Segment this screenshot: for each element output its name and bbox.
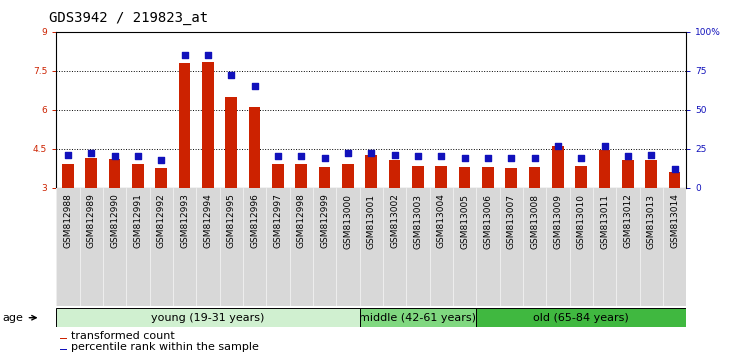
Text: percentile rank within the sample: percentile rank within the sample (70, 342, 259, 352)
Point (388, 152, 400, 158)
Text: GSM813008: GSM813008 (530, 194, 539, 249)
Point (506, 155, 518, 161)
Point (622, 154, 634, 159)
Text: GSM813000: GSM813000 (344, 194, 352, 249)
Bar (365, 155, 377, 188)
Bar (109, 159, 121, 188)
Text: GSM812991: GSM812991 (134, 194, 142, 249)
Bar (575, 166, 587, 188)
Bar (482, 167, 494, 188)
Point (178, 52, 190, 58)
Text: middle (42-61 years): middle (42-61 years) (359, 313, 476, 323)
Point (248, 84, 260, 89)
Bar (388, 160, 400, 188)
Text: GSM812992: GSM812992 (157, 194, 166, 248)
Text: GSM812995: GSM812995 (226, 194, 236, 249)
Text: age: age (3, 313, 36, 323)
Text: GSM813011: GSM813011 (600, 194, 609, 249)
Point (412, 154, 424, 159)
Point (109, 154, 121, 159)
Text: GSM813003: GSM813003 (413, 194, 422, 249)
Text: GSM813005: GSM813005 (460, 194, 469, 249)
Point (645, 152, 657, 158)
Text: GSM812994: GSM812994 (203, 194, 212, 248)
Text: GSM813009: GSM813009 (554, 194, 562, 249)
Point (225, 73, 237, 78)
Text: GSM812999: GSM812999 (320, 194, 329, 249)
Bar (412, 166, 424, 188)
Point (319, 155, 331, 161)
Bar (622, 160, 634, 188)
Text: GSM813010: GSM813010 (577, 194, 586, 249)
Bar (60, 349, 67, 350)
Point (132, 154, 144, 159)
Point (598, 143, 610, 148)
Bar (178, 63, 190, 188)
Text: old (65-84 years): old (65-84 years) (533, 313, 629, 323)
Bar (436, 166, 447, 188)
Point (86, 150, 98, 156)
Text: GSM812996: GSM812996 (250, 194, 259, 249)
Text: GSM813002: GSM813002 (390, 194, 399, 249)
Text: GSM813013: GSM813013 (646, 194, 656, 249)
Text: transformed count: transformed count (70, 331, 174, 341)
Point (529, 155, 541, 161)
Text: GSM812993: GSM812993 (180, 194, 189, 249)
Bar (529, 167, 541, 188)
Text: GSM813007: GSM813007 (507, 194, 516, 249)
Bar (226, 97, 237, 188)
Point (272, 154, 284, 159)
Bar (60, 338, 67, 339)
Point (365, 150, 377, 156)
Point (202, 52, 214, 58)
Text: GSM812990: GSM812990 (110, 194, 119, 249)
Text: GSM813004: GSM813004 (436, 194, 445, 249)
Point (458, 155, 470, 161)
Text: GSM812998: GSM812998 (297, 194, 306, 249)
Bar (552, 146, 564, 188)
Text: GSM813014: GSM813014 (670, 194, 679, 249)
Point (482, 155, 494, 161)
Bar (202, 62, 214, 188)
Point (155, 157, 167, 162)
Point (668, 166, 680, 172)
Text: GSM812988: GSM812988 (64, 194, 73, 249)
Bar (62, 164, 74, 188)
Text: GSM812997: GSM812997 (274, 194, 283, 249)
Bar (296, 164, 307, 188)
Point (552, 143, 564, 148)
Text: GSM812989: GSM812989 (87, 194, 96, 249)
Point (575, 155, 587, 161)
Bar (86, 158, 97, 188)
Bar (56, 308, 359, 327)
Bar (319, 167, 331, 188)
Text: GSM813001: GSM813001 (367, 194, 376, 249)
Bar (342, 164, 354, 188)
Bar (359, 308, 476, 327)
Text: GSM813006: GSM813006 (484, 194, 493, 249)
Bar (476, 308, 686, 327)
Bar (459, 167, 470, 188)
Bar (646, 160, 657, 188)
Text: GSM813012: GSM813012 (623, 194, 632, 249)
Point (435, 154, 447, 159)
Bar (669, 172, 680, 188)
Bar (272, 164, 284, 188)
Text: young (19-31 years): young (19-31 years) (152, 313, 265, 323)
Bar (155, 168, 167, 188)
Text: GDS3942 / 219823_at: GDS3942 / 219823_at (49, 11, 208, 25)
Bar (132, 164, 144, 188)
Bar (598, 150, 610, 188)
Bar (249, 107, 260, 188)
Point (342, 150, 354, 156)
Point (62, 152, 74, 158)
Bar (506, 168, 517, 188)
Point (296, 154, 307, 159)
